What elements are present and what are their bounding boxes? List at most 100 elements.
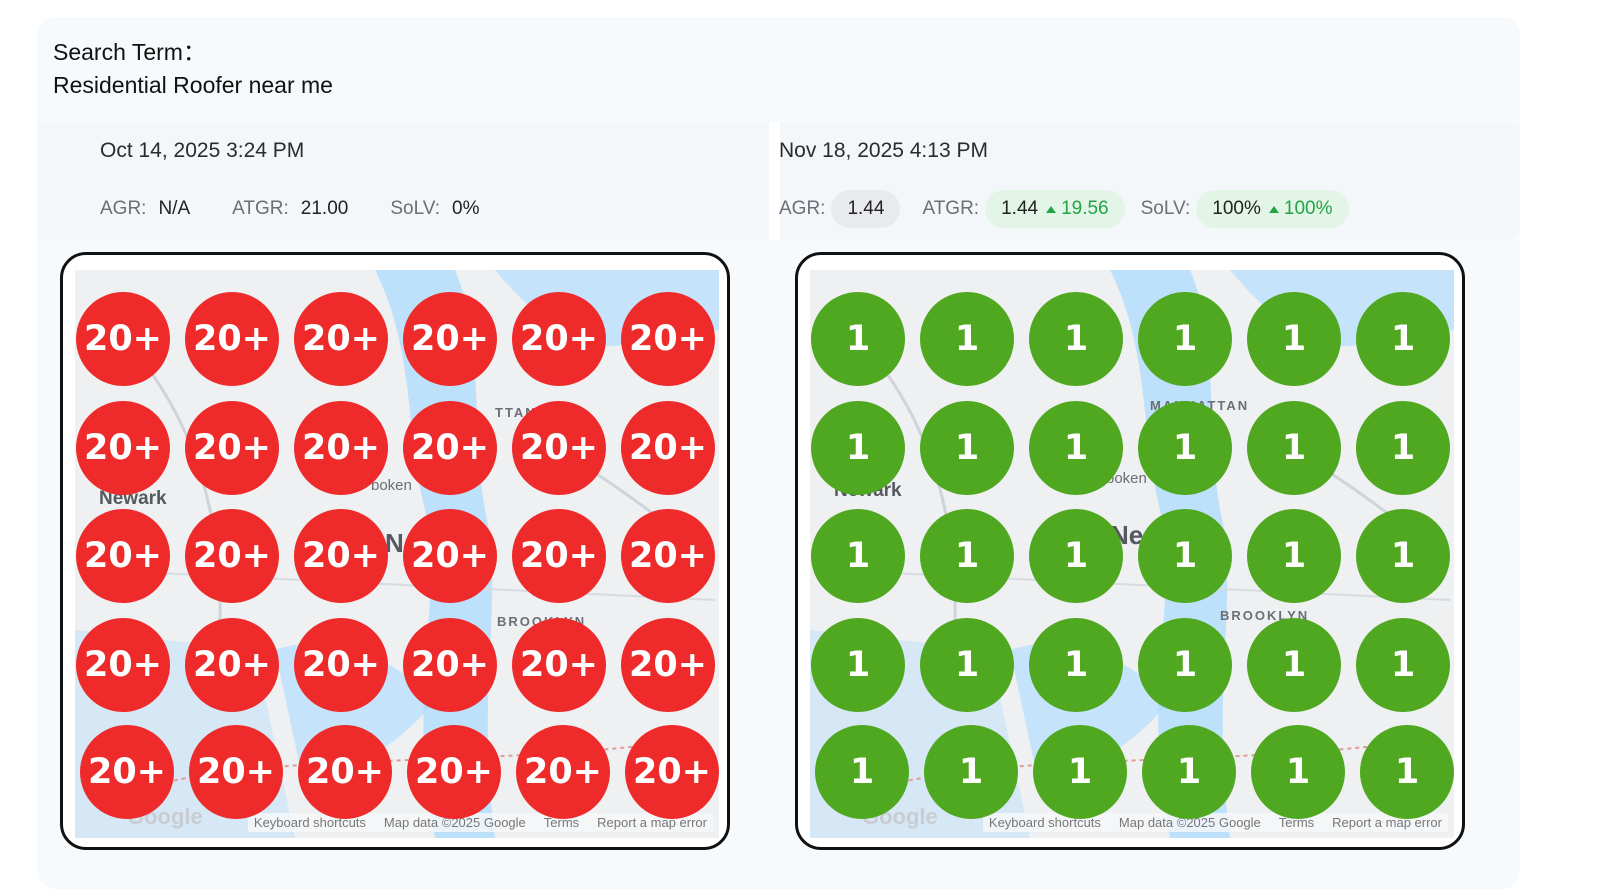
rank-pin[interactable]: 20+ — [76, 509, 170, 603]
rank-pin[interactable]: 20+ — [294, 292, 388, 386]
rank-pin[interactable]: 20+ — [621, 292, 715, 386]
solv-delta-value: 100% — [1283, 198, 1333, 219]
rank-pin[interactable]: 1 — [1360, 725, 1454, 819]
search-term-value: Residential Roofer near me — [53, 72, 333, 98]
rank-pin[interactable]: 1 — [1247, 292, 1341, 386]
atgr-value: 1.44 — [1001, 198, 1039, 219]
keyboard-shortcuts-link[interactable]: Keyboard shortcuts — [988, 815, 1101, 830]
rank-pin[interactable]: 1 — [1029, 509, 1123, 603]
atgr-label: ATGR: — [922, 198, 980, 219]
rank-pin[interactable]: 1 — [1247, 401, 1341, 495]
rank-pin[interactable]: 20+ — [80, 725, 174, 819]
atgr-delta: 19.56 — [1046, 198, 1109, 220]
scan-header-right — [780, 122, 1520, 240]
rank-pin[interactable]: 1 — [811, 509, 905, 603]
scan-header-left — [37, 122, 769, 240]
rank-pin[interactable]: 1 — [1247, 509, 1341, 603]
search-term-label: Search Term： — [53, 39, 206, 65]
rank-pin[interactable]: 20+ — [407, 725, 501, 819]
agr-label: AGR: — [100, 198, 147, 219]
solv-label: SoLV: — [390, 198, 440, 219]
rank-pin[interactable]: 1 — [1033, 725, 1127, 819]
map-footer: Keyboard shortcuts Map data ©2025 Google… — [982, 813, 1448, 832]
rank-pin[interactable]: 20+ — [403, 292, 497, 386]
terms-link[interactable]: Terms — [1278, 815, 1315, 830]
rank-pin[interactable]: 20+ — [76, 618, 170, 712]
report-map-error-link[interactable]: Report a map error — [1332, 815, 1442, 830]
rank-pin[interactable]: 1 — [920, 292, 1014, 386]
rank-pin[interactable]: 20+ — [403, 509, 497, 603]
up-arrow-icon — [1046, 205, 1057, 213]
rank-pin[interactable]: 20+ — [621, 509, 715, 603]
rank-pin[interactable]: 1 — [1138, 509, 1232, 603]
rank-pin[interactable]: 20+ — [621, 618, 715, 712]
rank-pin[interactable]: 1 — [920, 618, 1014, 712]
scan-date-right: Nov 18, 2025 4:13 PM — [779, 139, 988, 162]
solv-label: SoLV: — [1140, 198, 1191, 219]
rank-pin[interactable]: 20+ — [294, 509, 388, 603]
agr-value: N/A — [158, 198, 191, 219]
rank-pin[interactable]: 1 — [811, 618, 905, 712]
solv-pill: 100% 100% — [1196, 190, 1349, 228]
panel-divider — [769, 122, 780, 240]
atgr-value: 21.00 — [300, 198, 349, 219]
metrics-right: AGR: 1.44 ATGR: 1.44 19.56 SoLV: 100% 10… — [779, 190, 1375, 228]
rank-pin[interactable]: 1 — [1142, 725, 1236, 819]
rank-pin[interactable]: 20+ — [76, 292, 170, 386]
agr-value: 1.44 — [847, 198, 885, 219]
rank-pin[interactable]: 20+ — [512, 292, 606, 386]
rank-pin[interactable]: 20+ — [403, 401, 497, 495]
rank-pin[interactable]: 20+ — [625, 725, 719, 819]
rank-pin[interactable]: 1 — [924, 725, 1018, 819]
rank-pin[interactable]: 20+ — [185, 618, 279, 712]
rank-pin[interactable]: 20+ — [516, 725, 610, 819]
terms-link[interactable]: Terms — [543, 815, 580, 830]
rank-pin[interactable]: 20+ — [621, 401, 715, 495]
rank-pin[interactable]: 20+ — [403, 618, 497, 712]
rank-pin[interactable]: 1 — [1029, 618, 1123, 712]
rank-pin[interactable]: 20+ — [189, 725, 283, 819]
rank-map-right[interactable]: MANHATTAN Newark boken Ne BROOKLYN Googl… — [795, 252, 1465, 850]
rank-map-left[interactable]: TTAN Newark boken Ne BROOKLYN Google Key… — [60, 252, 730, 850]
rank-pin[interactable]: 1 — [1138, 401, 1232, 495]
solv-value: 0% — [452, 198, 480, 219]
keyboard-shortcuts-link[interactable]: Keyboard shortcuts — [253, 815, 366, 830]
rank-pin[interactable]: 1 — [1138, 292, 1232, 386]
atgr-delta-value: 19.56 — [1061, 198, 1109, 219]
rank-pin[interactable]: 20+ — [512, 401, 606, 495]
map-footer: Keyboard shortcuts Map data ©2025 Google… — [247, 813, 713, 832]
rank-pin[interactable]: 1 — [1029, 401, 1123, 495]
rank-pin[interactable]: 20+ — [294, 401, 388, 495]
rank-pin[interactable]: 1 — [1029, 292, 1123, 386]
rank-pin[interactable]: 20+ — [294, 618, 388, 712]
rank-pin[interactable]: 20+ — [185, 401, 279, 495]
rank-pin[interactable]: 20+ — [185, 509, 279, 603]
rank-pin[interactable]: 1 — [1356, 618, 1450, 712]
scan-date-left: Oct 14, 2025 3:24 PM — [100, 139, 305, 162]
rank-pin[interactable]: 1 — [1356, 292, 1450, 386]
rank-pin[interactable]: 20+ — [76, 401, 170, 495]
rank-pin[interactable]: 1 — [1356, 509, 1450, 603]
rank-pin[interactable]: 1 — [1138, 618, 1232, 712]
rank-pin[interactable]: 1 — [1247, 618, 1341, 712]
rank-pin[interactable]: 1 — [811, 401, 905, 495]
rank-pin[interactable]: 20+ — [512, 618, 606, 712]
rank-pin[interactable]: 20+ — [185, 292, 279, 386]
rank-pin[interactable]: 20+ — [298, 725, 392, 819]
atgr-pill: 1.44 19.56 — [985, 190, 1125, 228]
up-arrow-icon — [1268, 205, 1279, 213]
report-map-error-link[interactable]: Report a map error — [597, 815, 707, 830]
atgr-label: ATGR: — [232, 198, 289, 219]
rank-pin[interactable]: 20+ — [512, 509, 606, 603]
rank-pin[interactable]: 1 — [815, 725, 909, 819]
rank-pin[interactable]: 1 — [1251, 725, 1345, 819]
rank-pin[interactable]: 1 — [1356, 401, 1450, 495]
rank-pin[interactable]: 1 — [811, 292, 905, 386]
map-data-text: Map data ©2025 Google — [1118, 815, 1261, 830]
map-label-hoboken: boken — [371, 477, 412, 494]
map-label-hoboken: boken — [1106, 470, 1147, 487]
solv-delta: 100% — [1268, 198, 1333, 220]
rank-pin[interactable]: 1 — [920, 401, 1014, 495]
agr-label: AGR: — [779, 198, 826, 219]
rank-pin[interactable]: 1 — [920, 509, 1014, 603]
